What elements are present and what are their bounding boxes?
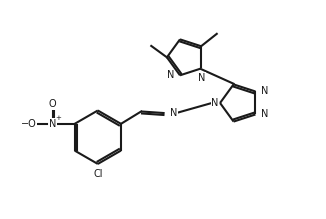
Text: N: N xyxy=(170,108,178,118)
Text: Cl: Cl xyxy=(93,169,103,179)
Text: N: N xyxy=(199,73,206,83)
Text: N: N xyxy=(261,86,268,96)
Text: O: O xyxy=(49,99,57,109)
Text: N: N xyxy=(49,119,56,129)
Text: +: + xyxy=(55,115,61,121)
Text: N: N xyxy=(167,70,174,80)
Text: −O: −O xyxy=(21,119,37,129)
Text: N: N xyxy=(211,98,218,108)
Text: N: N xyxy=(261,110,268,120)
